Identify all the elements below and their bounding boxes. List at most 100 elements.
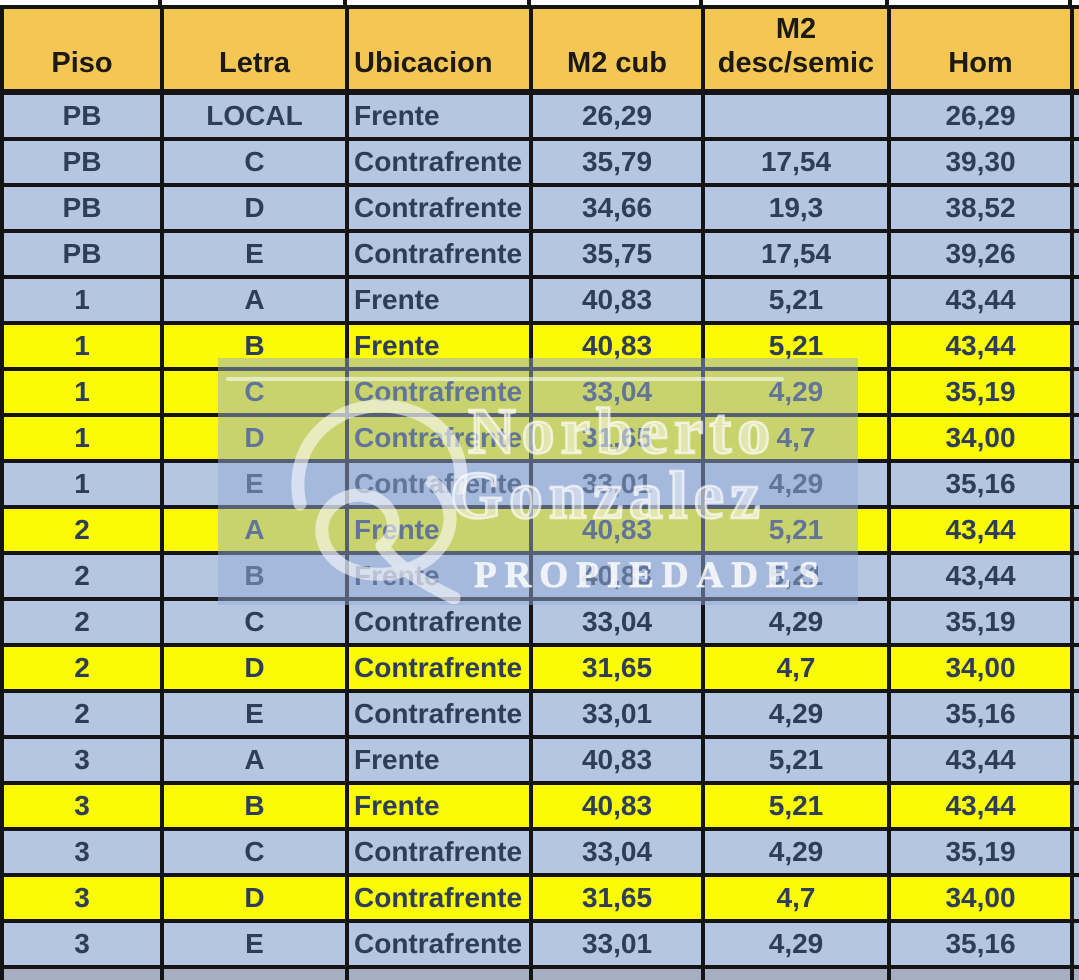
cell-m2desc[interactable]: 4,7 [701,873,891,923]
cell-m2cub[interactable]: 40,83 [529,781,705,831]
cell-hom[interactable]: 35,16 [887,919,1074,969]
cell-m2cub[interactable]: 40,83 [529,735,705,785]
cell-ubicacion[interactable]: Contrafrente [345,183,533,233]
cell-hom[interactable]: 35,19 [887,597,1074,647]
cell-m2desc[interactable]: 4,7 [701,413,891,463]
cell-ubicacion[interactable]: Contrafrente [345,413,533,463]
cell-m2cub[interactable]: 33,01 [529,919,705,969]
cell-m2cub[interactable]: 34,66 [529,183,705,233]
cell-ubicacion[interactable]: Contrafrente [345,229,533,279]
cell-m2cub[interactable]: 31,65 [529,643,705,693]
cell-m2cub[interactable]: 33,01 [529,459,705,509]
cell-m2cub[interactable]: 35,79 [529,137,705,187]
cell-letra[interactable]: E [160,229,349,279]
cell-letra[interactable]: C [160,827,349,877]
cell-piso[interactable]: 1 [0,459,164,509]
cell-letra[interactable]: C [160,597,349,647]
cell-ubicacion[interactable]: Contrafrente [345,873,533,923]
cell-m2desc[interactable]: 4,29 [701,367,891,417]
cell-ubicacion[interactable]: Frente [345,275,533,325]
col-header-m2desc[interactable]: M2 desc/semic [701,5,891,95]
cell-hom[interactable]: 43,44 [887,321,1074,371]
cell-piso[interactable]: PB [0,137,164,187]
cell-piso[interactable]: 1 [0,367,164,417]
cell-m2desc[interactable]: 5,21 [701,275,891,325]
cell-ubicacion[interactable]: Contrafrente [345,919,533,969]
cell-letra[interactable]: D [160,643,349,693]
cell-m2desc[interactable]: 4,29 [701,827,891,877]
cell-m2cub[interactable] [529,965,705,980]
cell-piso[interactable]: PB [0,183,164,233]
cell-piso[interactable] [0,965,164,980]
cell-letra[interactable]: C [160,367,349,417]
cell-letra[interactable]: E [160,459,349,509]
cell-letra[interactable]: D [160,873,349,923]
cell-ubicacion[interactable]: Frente [345,781,533,831]
cell-piso[interactable]: 2 [0,551,164,601]
cell-hom[interactable]: 43,44 [887,551,1074,601]
cell-m2cub[interactable]: 40,83 [529,551,705,601]
cell-hom[interactable]: 39,26 [887,229,1074,279]
cell-letra[interactable]: B [160,321,349,371]
cell-letra[interactable]: B [160,551,349,601]
cell-hom[interactable]: 34,00 [887,873,1074,923]
cell-letra[interactable]: A [160,735,349,785]
cell-hom[interactable]: 43,44 [887,735,1074,785]
cell-m2desc[interactable]: 17,54 [701,229,891,279]
cell-piso[interactable]: 2 [0,643,164,693]
cell-hom[interactable]: 38,52 [887,183,1074,233]
cell-hom[interactable]: 35,16 [887,689,1074,739]
cell-piso[interactable]: 3 [0,873,164,923]
col-header-ubicacion[interactable]: Ubicacion [345,5,533,95]
cell-m2desc[interactable]: 5,21 [701,735,891,785]
cell-hom[interactable]: 39,30 [887,137,1074,187]
cell-m2cub[interactable]: 33,04 [529,597,705,647]
cell-letra[interactable]: A [160,275,349,325]
cell-m2desc[interactable]: 4,29 [701,919,891,969]
cell-piso[interactable]: 2 [0,689,164,739]
cell-hom[interactable]: 35,16 [887,459,1074,509]
cell-ubicacion[interactable]: Frente [345,90,533,141]
cell-ubicacion[interactable]: Frente [345,735,533,785]
cell-hom[interactable]: 43,44 [887,781,1074,831]
cell-m2cub[interactable]: 35,75 [529,229,705,279]
cell-m2cub[interactable]: 31,65 [529,413,705,463]
cell-m2cub[interactable]: 40,83 [529,321,705,371]
cell-hom[interactable]: 34,00 [887,413,1074,463]
cell-piso[interactable]: 1 [0,275,164,325]
cell-m2desc[interactable]: 5,21 [701,551,891,601]
cell-hom[interactable]: 35,19 [887,827,1074,877]
cell-m2cub[interactable]: 40,83 [529,505,705,555]
cell-letra[interactable] [160,965,349,980]
cell-m2desc[interactable]: 4,7 [701,643,891,693]
cell-m2desc[interactable] [701,90,891,141]
cell-hom[interactable]: 26,29 [887,90,1074,141]
cell-m2desc[interactable]: 5,21 [701,321,891,371]
cell-letra[interactable]: E [160,919,349,969]
cell-letra[interactable]: E [160,689,349,739]
cell-letra[interactable]: A [160,505,349,555]
cell-m2desc[interactable]: 5,21 [701,505,891,555]
cell-m2desc[interactable]: 4,29 [701,597,891,647]
col-header-piso[interactable]: Piso [0,5,164,95]
cell-hom[interactable]: 43,44 [887,505,1074,555]
cell-piso[interactable]: PB [0,90,164,141]
cell-m2cub[interactable]: 33,04 [529,367,705,417]
cell-ubicacion[interactable]: Contrafrente [345,367,533,417]
cell-piso[interactable]: 3 [0,919,164,969]
cell-ubicacion[interactable]: Contrafrente [345,597,533,647]
cell-letra[interactable]: D [160,183,349,233]
cell-piso[interactable]: 3 [0,827,164,877]
cell-m2cub[interactable]: 33,01 [529,689,705,739]
cell-m2desc[interactable]: 19,3 [701,183,891,233]
cell-piso[interactable]: PB [0,229,164,279]
cell-m2cub[interactable]: 40,83 [529,275,705,325]
cell-piso[interactable]: 2 [0,505,164,555]
cell-letra[interactable]: B [160,781,349,831]
cell-piso[interactable]: 3 [0,781,164,831]
col-header-hom[interactable]: Hom [887,5,1074,95]
cell-ubicacion[interactable]: Frente [345,551,533,601]
cell-letra[interactable]: C [160,137,349,187]
cell-m2desc[interactable]: 4,29 [701,459,891,509]
cell-m2desc[interactable] [701,965,891,980]
